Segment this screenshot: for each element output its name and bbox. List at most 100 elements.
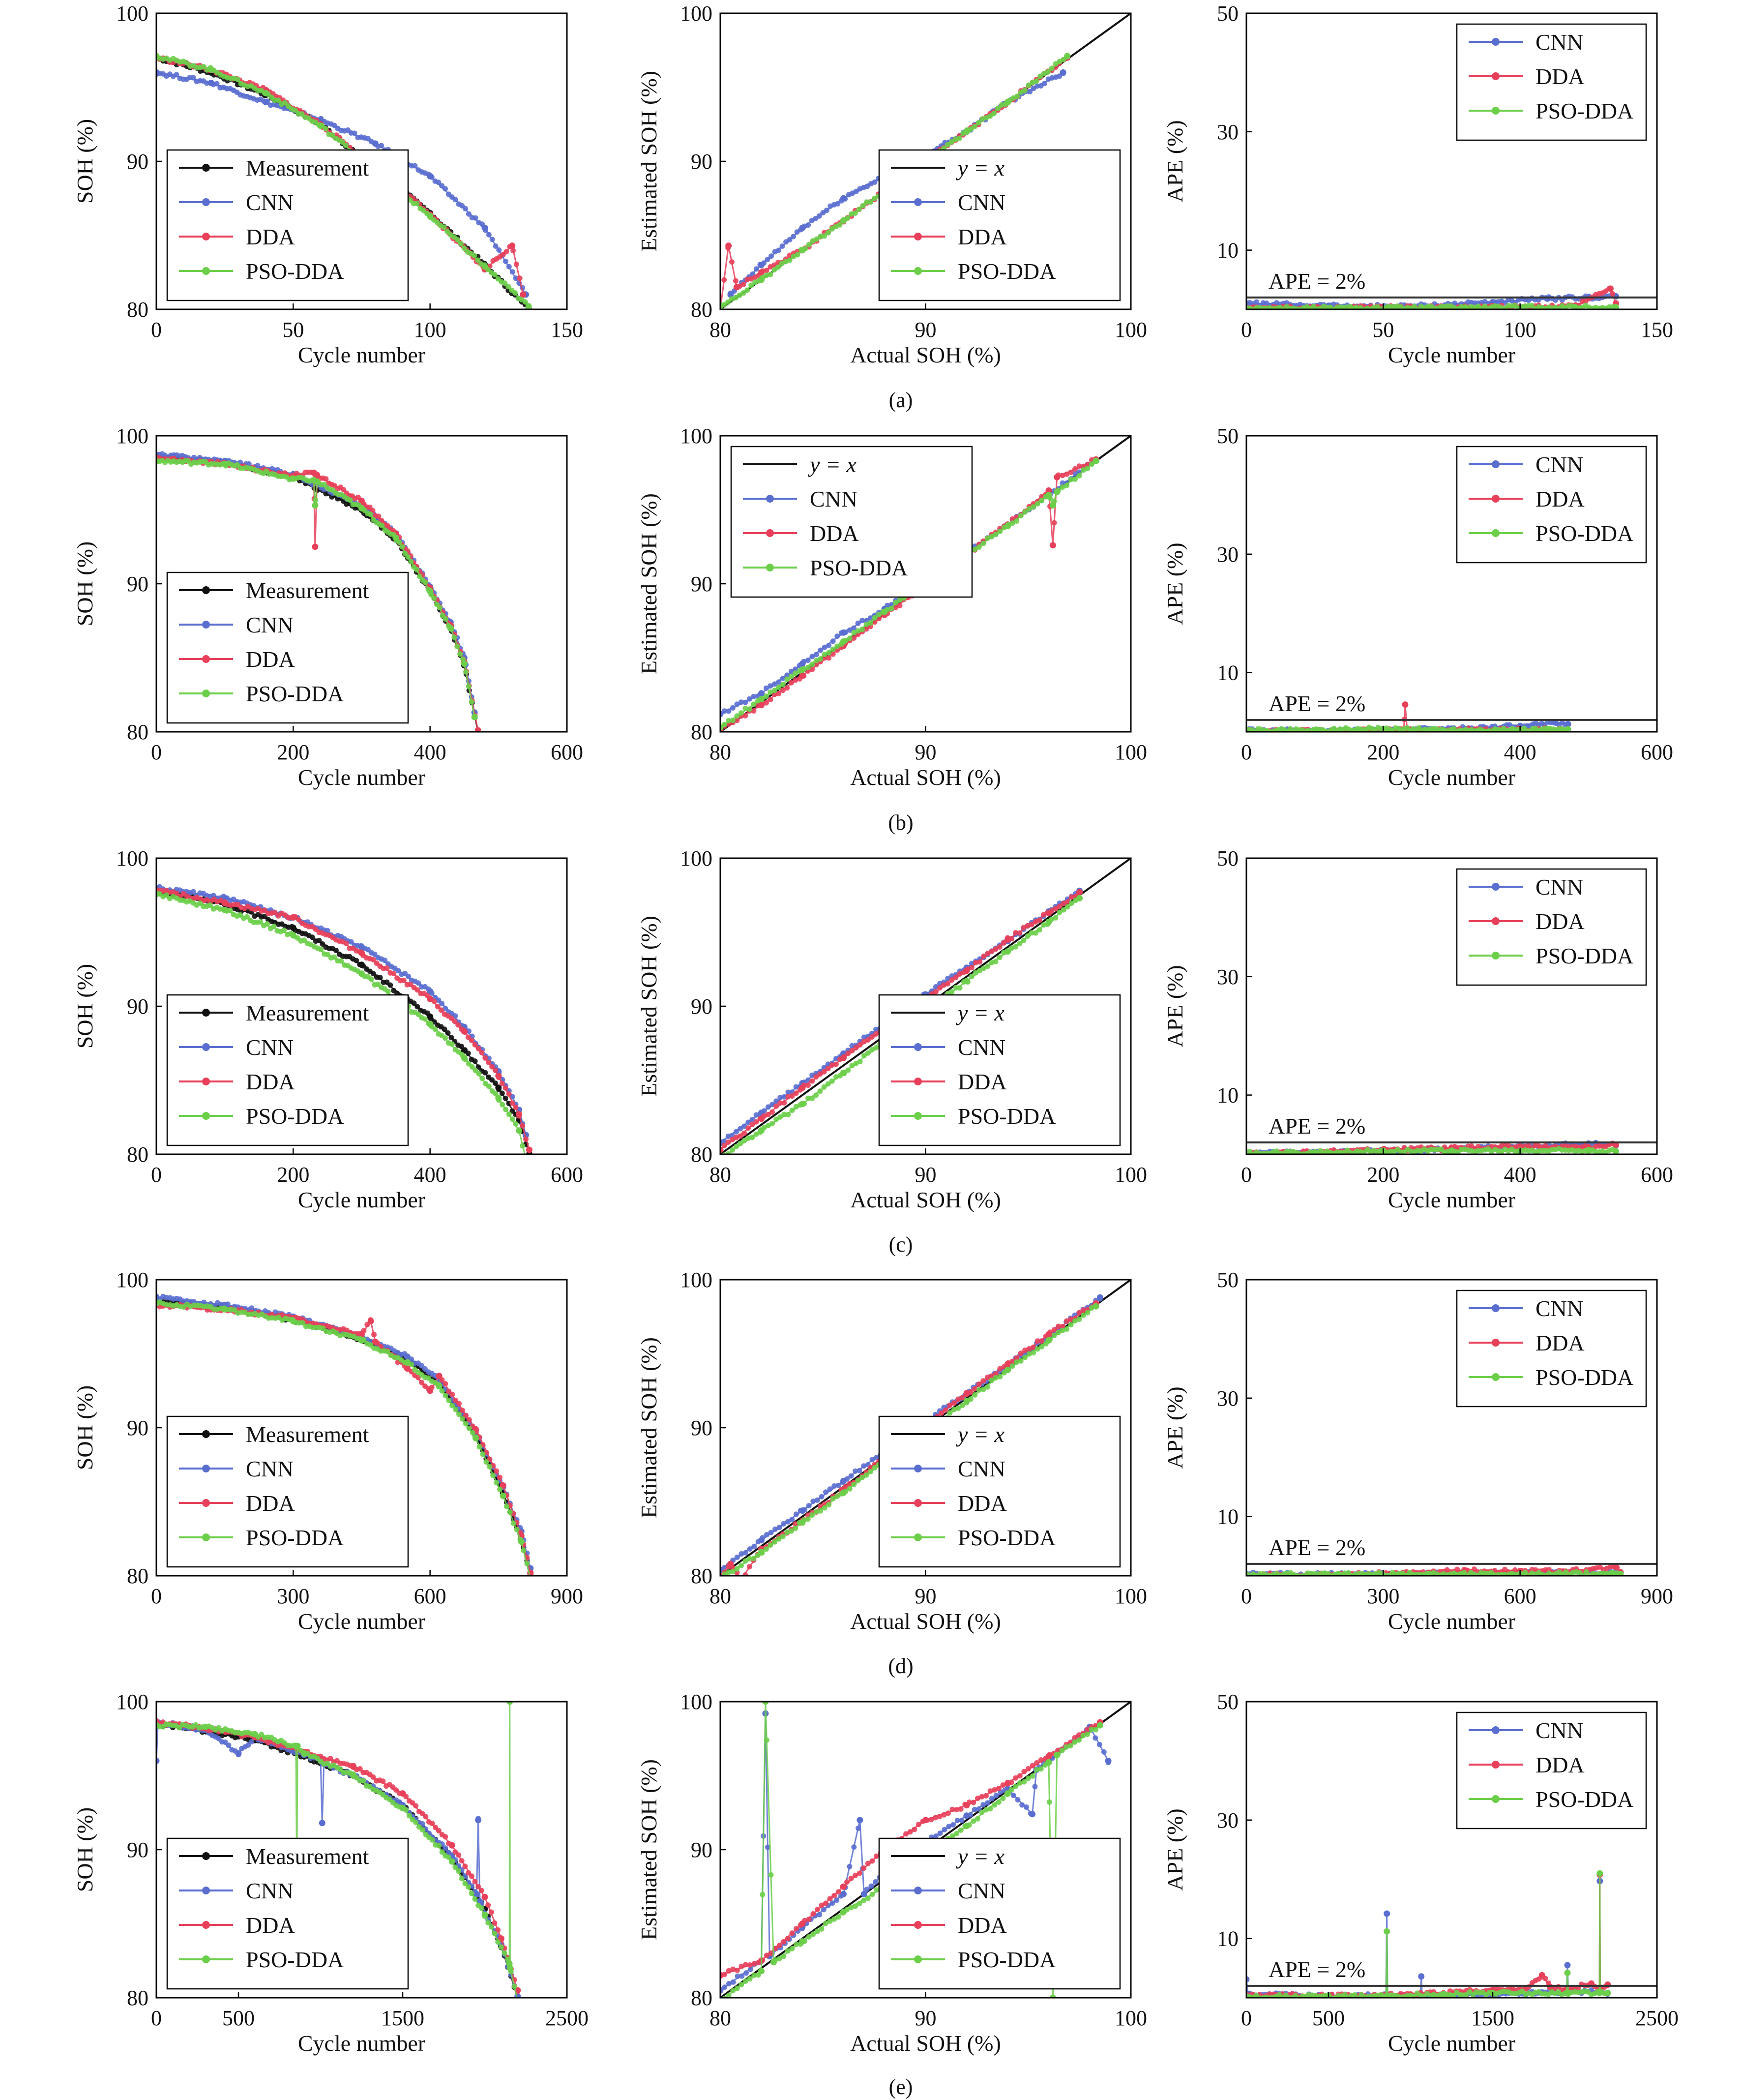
data-point	[454, 644, 460, 649]
data-point	[496, 247, 502, 253]
data-point	[730, 1569, 736, 1575]
data-point	[207, 80, 214, 86]
data-point	[856, 207, 862, 212]
data-point	[776, 247, 782, 253]
data-point	[955, 1396, 961, 1402]
data-point	[299, 111, 305, 117]
data-point	[419, 1363, 424, 1369]
data-point	[861, 1052, 867, 1058]
data-point	[989, 534, 995, 540]
data-point	[1029, 930, 1034, 936]
legend-marker	[1492, 1339, 1500, 1347]
data-point	[859, 1474, 865, 1480]
data-point	[740, 290, 746, 296]
data-point	[263, 99, 269, 106]
data-point	[758, 702, 765, 709]
data-point	[1022, 1354, 1028, 1360]
data-point	[985, 951, 991, 957]
data-point	[479, 1050, 485, 1055]
data-point	[742, 706, 748, 711]
data-point	[452, 197, 458, 203]
data-point	[493, 243, 499, 249]
data-point	[1334, 1571, 1341, 1576]
data-point	[869, 1457, 875, 1463]
x-tick-label: 400	[414, 1163, 446, 1187]
data-point	[1096, 1294, 1103, 1301]
data-point	[943, 1407, 948, 1413]
data-point	[830, 651, 836, 657]
x-tick-label: 150	[551, 318, 583, 342]
data-point	[1613, 304, 1619, 309]
data-point	[980, 1378, 986, 1384]
data-point	[976, 1381, 982, 1387]
legend-label: CNN	[958, 1456, 1005, 1481]
data-point	[382, 958, 388, 963]
data-point	[813, 658, 819, 663]
data-point	[1031, 1344, 1036, 1350]
legend-label: DDA	[1535, 64, 1585, 89]
data-point	[726, 1569, 732, 1575]
data-point	[868, 615, 874, 621]
data-point	[1037, 73, 1043, 79]
data-point	[503, 1503, 509, 1509]
data-point	[392, 535, 399, 541]
data-point	[721, 277, 727, 283]
data-point	[1053, 906, 1059, 912]
data-point	[975, 120, 981, 126]
data-point	[425, 1375, 431, 1381]
data-point	[325, 952, 330, 958]
data-point	[436, 997, 442, 1003]
data-point	[1246, 1150, 1250, 1154]
data-point	[799, 247, 806, 254]
plot-area	[156, 1293, 534, 1576]
data-point	[1056, 1330, 1062, 1336]
data-point	[861, 1463, 867, 1469]
data-point	[1056, 1323, 1062, 1329]
data-point	[722, 1571, 727, 1576]
data-point	[474, 727, 481, 732]
data-point	[1246, 727, 1250, 732]
data-point	[506, 1111, 512, 1117]
data-point	[1045, 491, 1052, 498]
data-point	[523, 1156, 529, 1162]
data-point	[1068, 900, 1074, 906]
data-point	[758, 1537, 765, 1544]
legend-label: DDA	[1535, 486, 1585, 511]
legend-label: DDA	[246, 1069, 295, 1094]
data-point	[290, 475, 296, 482]
data-point	[740, 281, 746, 287]
data-point	[897, 602, 903, 608]
data-point	[822, 652, 827, 657]
y-axis-label: SOH (%)	[72, 964, 97, 1049]
data-point	[472, 1042, 478, 1048]
data-point	[348, 939, 354, 945]
data-point	[521, 1548, 527, 1554]
data-point	[290, 914, 296, 921]
legend-label: CNN	[246, 190, 294, 215]
data-point	[520, 291, 527, 298]
data-point	[793, 1104, 799, 1110]
data-point	[734, 1554, 740, 1560]
data-point	[323, 125, 328, 131]
data-point	[1081, 1312, 1087, 1318]
data-point	[818, 234, 824, 240]
data-point	[834, 1493, 840, 1499]
data-point	[1571, 303, 1578, 309]
data-point	[1026, 1351, 1032, 1357]
data-point	[851, 635, 857, 641]
data-point	[263, 90, 269, 96]
data-point	[207, 66, 214, 73]
data-point	[949, 977, 955, 983]
data-point	[431, 595, 437, 601]
data-point	[809, 654, 815, 660]
data-point	[156, 53, 160, 60]
data-point	[852, 210, 858, 216]
data-point	[1013, 930, 1019, 935]
data-point	[775, 264, 781, 270]
data-point	[522, 299, 528, 305]
plot-area	[1246, 701, 1657, 732]
